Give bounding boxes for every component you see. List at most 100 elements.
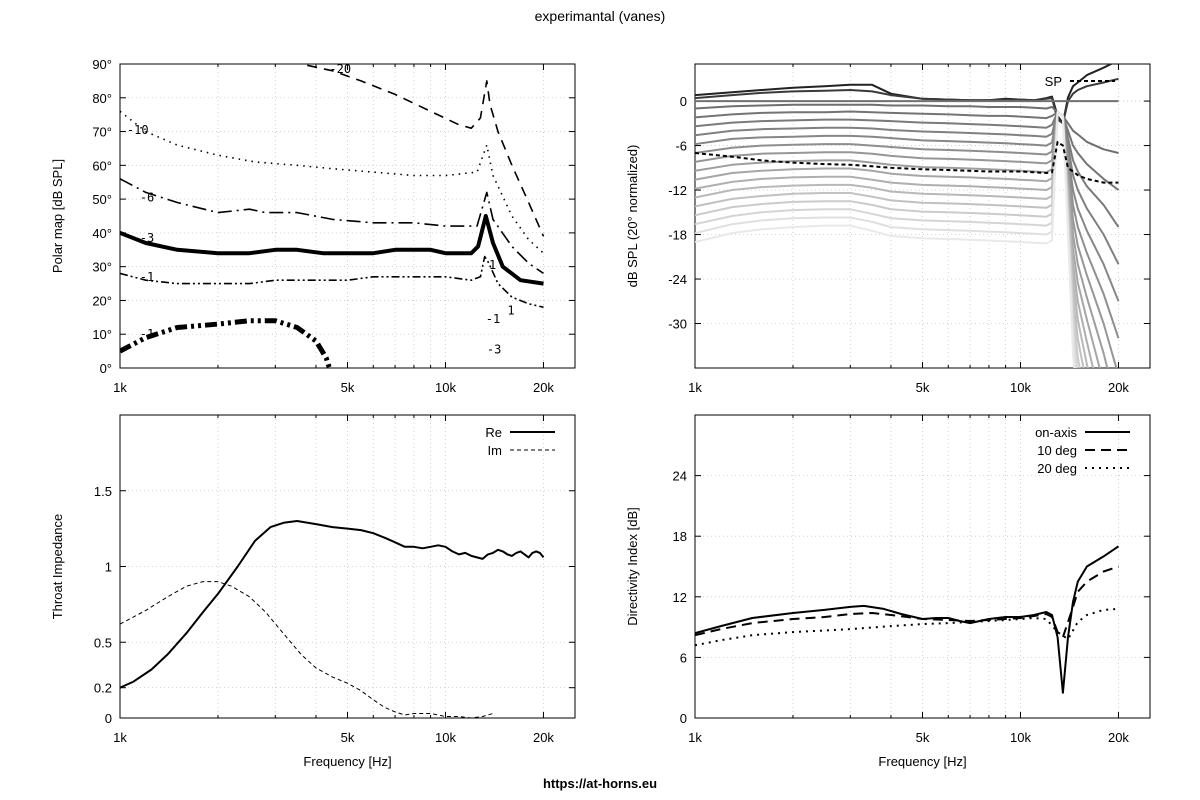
ticks: 1k 5k 10k 20k 0 -6 -12 -18 -24 -30 xyxy=(668,64,1150,395)
y-tick-label: 6 xyxy=(680,650,687,665)
y-tick-label: 50° xyxy=(92,192,112,207)
x-tick-label: 1k xyxy=(688,730,702,745)
y-tick-label: 1 xyxy=(105,560,112,575)
series-line-spl-5 xyxy=(695,111,1120,228)
x-tick-label: 20k xyxy=(533,380,554,395)
series-line-polar-0 xyxy=(298,64,545,237)
legend-label: on-axis xyxy=(1035,425,1077,440)
x-tick-label: 10k xyxy=(435,380,456,395)
grid xyxy=(120,63,575,368)
series-line-impedance-1 xyxy=(120,581,494,718)
series-line-spl-19 xyxy=(695,140,1119,184)
x-axis-label: Frequency [Hz] xyxy=(878,754,966,769)
x-tick-label: 5k xyxy=(341,730,355,745)
series-line-polar-5 xyxy=(120,318,332,368)
series-line-spl-9 xyxy=(695,111,1118,368)
y-tick-label: 0.2 xyxy=(94,681,112,696)
contour-label: -10 xyxy=(127,123,149,137)
legend: SP xyxy=(1045,74,1115,89)
y-tick-label: 0 xyxy=(680,711,687,726)
series-line-impedance-0 xyxy=(120,520,545,689)
x-tick-label: 20k xyxy=(1108,380,1129,395)
contour-label: -6 xyxy=(140,190,154,204)
x-tick-label: 5k xyxy=(916,730,930,745)
y-tick-label: -24 xyxy=(668,272,687,287)
legend-label: Im xyxy=(488,443,502,458)
y-axis-label: Polar map [dB SPL] xyxy=(50,159,65,273)
contour-label: -3 xyxy=(140,231,154,245)
y-tick-label: 20° xyxy=(92,293,112,308)
series-line-di-2 xyxy=(695,607,1119,647)
panel-polar: 1k 5k 10k 20k 0° 10° 20° 30° 40° 50° 60° 70° 80° 90° P… xyxy=(50,57,576,395)
y-tick-label: 60° xyxy=(92,158,112,173)
ticks: 1k 5k 10k 20k 0° 10° 20° 30° 40° 50° 60° 70° 80° 90° xyxy=(92,57,575,395)
x-tick-label: 10k xyxy=(1010,730,1031,745)
contour-label: 1 xyxy=(489,258,496,272)
panel-impedance: 1k 5k 10k 20k 0 0.2 0.5 1 1.5 Throat Impedance Fre… xyxy=(50,414,576,769)
contour-label: -1 xyxy=(140,327,154,341)
contour-label: -1 xyxy=(486,312,500,326)
y-axis-label: Directivity Index [dB] xyxy=(625,507,640,626)
y-tick-label: -30 xyxy=(668,317,687,332)
ticks: 1k 5k 10k 20k 0 6 12 18 24 xyxy=(673,415,1150,745)
contour-label: -20 xyxy=(329,62,351,76)
series-line-spl-3 xyxy=(695,103,1119,154)
series-group xyxy=(120,520,545,718)
chart-title: experimantal (vanes) xyxy=(534,8,666,24)
y-tick-label: 0 xyxy=(105,711,112,726)
series-group xyxy=(120,64,545,368)
x-tick-label: 5k xyxy=(341,380,355,395)
series-line-polar-4 xyxy=(120,255,544,308)
x-tick-label: 20k xyxy=(1108,730,1129,745)
series-line-di-1 xyxy=(695,565,1119,639)
series-group xyxy=(695,545,1120,694)
panel-spl: 1k 5k 10k 20k 0 -6 -12 -18 -24 -30 dB SPL (20° nor… xyxy=(625,63,1151,395)
legend-label: SP xyxy=(1045,74,1062,89)
series-line-spl-1 xyxy=(695,77,1119,125)
plot-frame xyxy=(694,414,1151,719)
x-tick-label: 10k xyxy=(435,730,456,745)
x-tick-label: 20k xyxy=(533,730,554,745)
series-line-spl-18 xyxy=(695,111,1076,368)
y-tick-label: 0.5 xyxy=(94,635,112,650)
x-tick-label: 10k xyxy=(1010,380,1031,395)
series-line-spl-7 xyxy=(695,111,1120,302)
series-group xyxy=(695,64,1120,368)
y-tick-label: 18 xyxy=(673,529,687,544)
series-line-polar-3 xyxy=(120,214,544,286)
y-tick-label: 30° xyxy=(92,260,112,275)
series-line-spl-6 xyxy=(695,111,1120,265)
y-tick-label: 1.5 xyxy=(94,484,112,499)
legend: on-axis 10 deg 20 deg xyxy=(1035,425,1130,476)
x-axis-label: Frequency [Hz] xyxy=(303,754,391,769)
x-tick-label: 1k xyxy=(113,730,127,745)
y-tick-label: -18 xyxy=(668,228,687,243)
series-line-di-0 xyxy=(695,545,1120,694)
series-line-spl-4 xyxy=(695,110,1120,191)
y-tick-label: 40° xyxy=(92,226,112,241)
legend-label: 20 deg xyxy=(1037,461,1077,476)
y-tick-label: 10° xyxy=(92,327,112,342)
y-tick-label: 24 xyxy=(673,469,687,484)
y-axis-label: dB SPL (20° normalized) xyxy=(625,145,640,288)
contour-labels: -20 -10 -6 -3 -1 -1 1 1 -1 -3 xyxy=(127,62,515,356)
contour-label: 1 xyxy=(507,304,514,318)
ticks: 1k 5k 10k 20k 0 0.2 0.5 1 1.5 xyxy=(94,415,575,745)
y-tick-label: 0 xyxy=(680,94,687,109)
y-tick-label: 0° xyxy=(100,361,112,376)
grid xyxy=(695,415,1150,718)
panel-di: 1k 5k 10k 20k 0 6 12 18 24 Directivity Index [dB]… xyxy=(625,414,1151,769)
legend-label: Re xyxy=(485,425,502,440)
series-line-spl-10 xyxy=(695,111,1109,368)
grid xyxy=(120,415,575,718)
footer-url[interactable]: https://at-horns.eu xyxy=(542,776,658,791)
legend: Re Im xyxy=(485,425,555,458)
series-line-polar-2 xyxy=(120,178,544,275)
y-tick-label: 90° xyxy=(92,57,112,72)
y-tick-label: -6 xyxy=(675,139,687,154)
x-tick-label: 1k xyxy=(113,380,127,395)
legend-label: 10 deg xyxy=(1037,443,1077,458)
x-tick-label: 1k xyxy=(688,380,702,395)
contour-label: -1 xyxy=(140,270,154,284)
